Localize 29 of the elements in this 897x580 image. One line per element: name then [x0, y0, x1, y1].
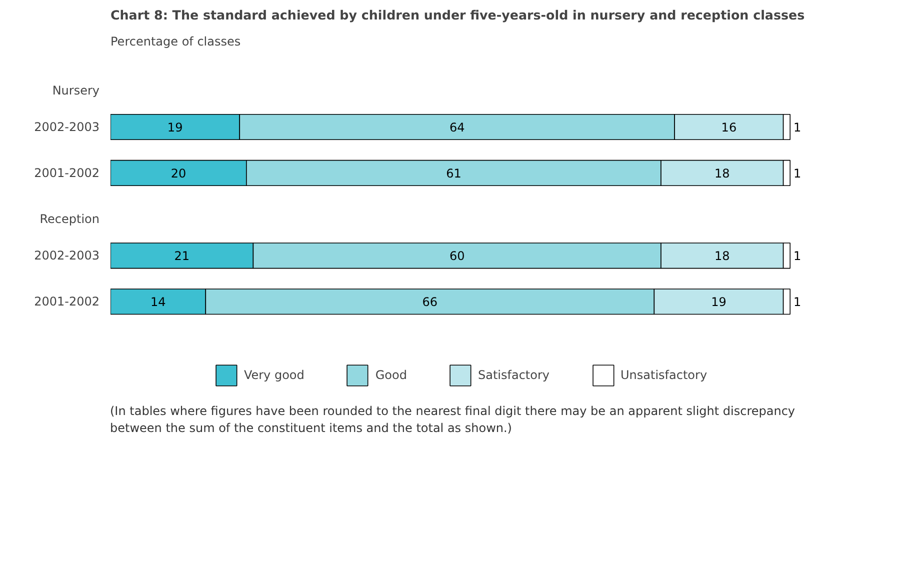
legend-label: Good	[375, 368, 407, 382]
data-label: 64	[449, 120, 465, 135]
legend-label: Unsatisfactory	[620, 368, 708, 382]
data-label: 18	[714, 249, 730, 264]
text: (In tables where figures have been rounded to the nearest final digit there may be an apparent slight discrepancy between the sum of the constituent items and the total as shown.)	[110, 403, 796, 438]
text: Nursery	[52, 83, 100, 98]
legend-label: Satisfactory	[478, 368, 550, 382]
data-label: 19	[167, 120, 183, 135]
data-label: 66	[422, 295, 438, 310]
text: Reception	[40, 212, 100, 226]
y-tick-label: 2001-2002	[34, 166, 100, 180]
data-label: 1	[794, 249, 802, 264]
y-axis-title: Percentage of classes	[110, 34, 241, 48]
y-tick-label: 2002-2003	[34, 120, 100, 134]
data-label: 16	[721, 120, 737, 135]
data-label: 14	[150, 295, 166, 310]
data-label: 61	[446, 166, 462, 180]
data-label: 18	[714, 166, 730, 180]
legend-label: Very good	[244, 368, 304, 382]
data-label: 1	[794, 120, 802, 135]
data-label: 20	[170, 166, 186, 180]
y-tick-label: 2001-2002	[34, 294, 100, 309]
data-label: 19	[711, 295, 726, 310]
chart-title: Chart 8: The standard achieved by children under five-years-old in nursery and reception classes	[110, 8, 805, 22]
data-label: 60	[449, 249, 465, 264]
y-tick-label: 2002-2003	[34, 248, 100, 263]
data-label: 21	[174, 249, 190, 264]
data-label: 1	[794, 295, 802, 310]
data-label: 1	[794, 166, 802, 180]
